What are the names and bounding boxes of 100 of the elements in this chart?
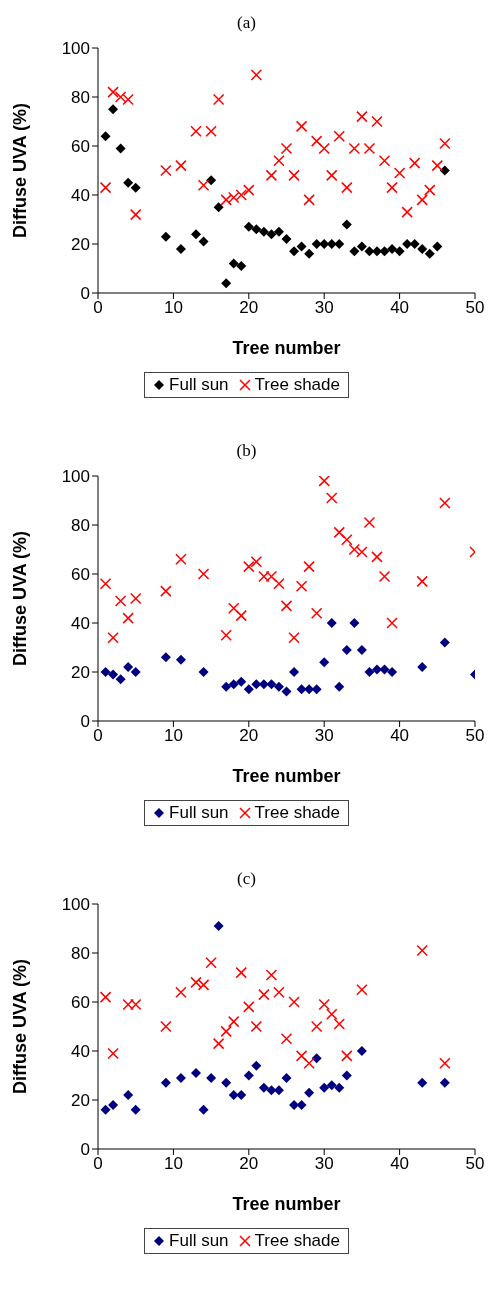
point	[296, 241, 307, 252]
point	[122, 612, 134, 624]
point	[160, 231, 171, 242]
legend-label: Full sun	[168, 1231, 229, 1251]
chart-title: (a)	[236, 12, 257, 34]
point	[212, 1037, 225, 1050]
point	[310, 1020, 323, 1033]
point	[198, 1104, 209, 1115]
point	[243, 1001, 255, 1013]
x-axis-title: Tree number	[232, 1194, 341, 1214]
point	[221, 681, 232, 692]
point	[424, 184, 436, 196]
point	[356, 110, 368, 123]
point	[401, 206, 413, 218]
point	[341, 533, 353, 546]
point	[175, 243, 186, 254]
point	[228, 679, 239, 690]
point	[265, 969, 278, 981]
point	[228, 258, 239, 269]
y-tick-label: 80	[71, 944, 90, 964]
point	[319, 1082, 330, 1093]
point	[280, 600, 293, 612]
point	[175, 553, 187, 566]
point	[129, 592, 142, 605]
point	[304, 248, 315, 259]
point	[107, 631, 119, 644]
point	[160, 1020, 172, 1033]
point	[296, 1099, 307, 1110]
point	[99, 991, 112, 1003]
point	[235, 966, 248, 979]
y-tick-label: 20	[71, 235, 90, 255]
y-tick-label: 0	[80, 712, 90, 732]
point	[265, 169, 278, 182]
point	[378, 570, 391, 583]
point	[326, 1080, 337, 1091]
point	[107, 1047, 119, 1060]
point	[266, 679, 277, 690]
x-tick-label: 50	[465, 298, 485, 318]
point	[288, 996, 300, 1008]
y-tick-label: 40	[71, 614, 90, 634]
point	[439, 637, 450, 648]
point	[348, 142, 361, 155]
point	[408, 157, 421, 169]
point	[387, 243, 398, 254]
point	[394, 246, 405, 257]
point	[273, 226, 284, 237]
point	[123, 177, 134, 188]
point	[100, 667, 111, 677]
point	[326, 618, 337, 628]
point	[289, 667, 300, 677]
x-axis-title: Tree number	[232, 766, 341, 786]
point	[227, 1015, 240, 1028]
point	[333, 130, 346, 142]
point	[280, 1033, 293, 1045]
point	[123, 662, 134, 673]
point	[364, 246, 375, 257]
point	[197, 179, 210, 191]
point	[281, 1072, 292, 1083]
x-tick-label: 40	[390, 1154, 410, 1174]
point	[349, 246, 360, 257]
point	[341, 219, 352, 230]
point	[100, 131, 111, 142]
x-tick-label: 50	[465, 726, 485, 746]
y-axis-title: Diffuse UVA (%)	[10, 958, 31, 1094]
x-tick-label: 0	[93, 1154, 103, 1174]
point	[288, 631, 300, 644]
point	[303, 1057, 315, 1069]
point	[325, 1008, 338, 1020]
point	[379, 246, 390, 257]
point	[416, 575, 428, 588]
point	[228, 1090, 239, 1101]
x-tick-label: 20	[239, 726, 259, 746]
point	[160, 652, 171, 663]
y-tick-label: 40	[71, 1042, 90, 1062]
point	[341, 1070, 352, 1081]
point	[266, 229, 277, 240]
point	[221, 1077, 232, 1088]
point	[236, 1090, 247, 1101]
point	[258, 1082, 269, 1093]
point	[175, 986, 187, 998]
point	[160, 1077, 171, 1088]
y-tick-label: 60	[71, 565, 90, 585]
y-axis-title: Diffuse UVA (%)	[10, 530, 31, 666]
point	[341, 1050, 353, 1062]
point	[281, 686, 292, 697]
point	[130, 667, 141, 677]
point	[363, 516, 376, 529]
legend-label: Full sun	[168, 375, 229, 395]
point	[439, 165, 450, 176]
point	[379, 664, 390, 675]
y-tick-label: 60	[71, 137, 90, 157]
point	[303, 560, 315, 573]
y-tick-label: 40	[71, 186, 90, 206]
point	[289, 246, 300, 257]
point	[213, 202, 224, 213]
point	[356, 1046, 367, 1056]
point	[311, 1053, 322, 1064]
y-tick-label: 100	[61, 895, 90, 915]
point	[417, 243, 428, 254]
point	[160, 164, 172, 177]
